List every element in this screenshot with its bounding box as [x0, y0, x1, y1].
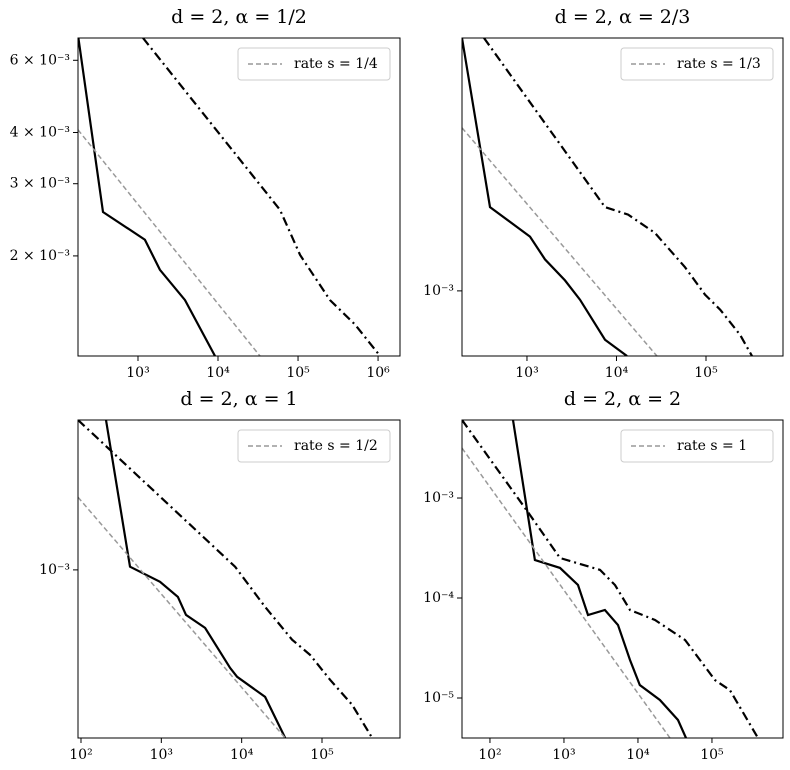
legend-label: rate s = 1/2	[294, 438, 378, 454]
x-tick-label: 10⁵	[310, 747, 334, 763]
subplot: d = 2, α = 1/2 10³ 10⁴ 10⁵ 10⁶ 6 × 10⁻³ 4 × 10…	[10, 6, 401, 381]
series-line	[78, 129, 261, 356]
legend-box	[620, 47, 774, 81]
series-line	[78, 420, 374, 738]
subplot-title: d = 2, α = 2/3	[555, 6, 691, 28]
series-line	[78, 496, 286, 738]
x-tick-label: 10⁵	[286, 365, 310, 381]
y-tick-label: 2 × 10⁻³	[10, 248, 70, 264]
subplot: d = 2, α = 1 10² 10³ 10⁴ 10⁵ 10⁻³ rate s = 1/2	[39, 388, 401, 763]
subplot: d = 2, α = 2/3 10³ 10⁴ 10⁵ 10⁻³ rate s = 1/3	[423, 6, 784, 381]
plot-frame	[461, 419, 784, 739]
x-tick-label: 10²	[478, 747, 501, 763]
x-tick-label: 10³	[150, 747, 173, 763]
x-tick-label: 10⁴	[230, 747, 254, 763]
x-tick-label: 10⁵	[700, 747, 724, 763]
y-tick-label: 6 × 10⁻³	[10, 52, 70, 68]
x-tick-label: 10⁴	[626, 747, 650, 763]
series-line	[78, 38, 216, 356]
subplot-title: d = 2, α = 1/2	[171, 6, 307, 28]
series-line	[104, 420, 287, 738]
y-tick-label: 10⁻³	[39, 562, 70, 578]
subplot-title: d = 2, α = 2	[564, 388, 681, 410]
x-tick-label: 10⁵	[694, 365, 718, 381]
subplot: d = 2, α = 2 10² 10³ 10⁴ 10⁵ 10⁻³ 10⁻⁴ 10⁻⁵ rate…	[423, 388, 784, 763]
legend-box	[237, 47, 391, 81]
y-tick-label: 4 × 10⁻³	[10, 124, 70, 140]
series-line	[462, 447, 671, 738]
legend-label: rate s = 1/3	[677, 56, 761, 72]
plot-frame	[77, 37, 401, 357]
series-line	[511, 420, 688, 738]
plot-frame	[461, 37, 784, 357]
legend-box	[237, 429, 391, 463]
x-tick-label: 10²	[69, 747, 92, 763]
y-tick-label: 10⁻³	[423, 490, 454, 506]
series-line	[483, 38, 753, 356]
y-tick-label: 10⁻³	[423, 283, 454, 299]
legend-label: rate s = 1	[677, 438, 747, 454]
series-line	[462, 127, 658, 356]
series-line	[142, 38, 381, 356]
series-line	[462, 38, 628, 356]
plot-frame	[77, 419, 401, 739]
x-tick-label: 10⁴	[605, 365, 629, 381]
x-tick-label: 10⁴	[206, 365, 230, 381]
series-line	[462, 420, 759, 738]
y-tick-label: 3 × 10⁻³	[10, 176, 70, 192]
legend-label: rate s = 1/4	[294, 56, 378, 72]
x-tick-label: 10³	[126, 365, 149, 381]
subplot-title: d = 2, α = 1	[180, 388, 297, 410]
y-tick-label: 10⁻⁵	[423, 690, 454, 706]
x-tick-label: 10³	[552, 747, 575, 763]
y-tick-label: 10⁻⁴	[423, 590, 454, 606]
x-tick-label: 10⁶	[366, 365, 390, 381]
x-tick-label: 10³	[515, 365, 538, 381]
legend-box	[620, 429, 774, 463]
